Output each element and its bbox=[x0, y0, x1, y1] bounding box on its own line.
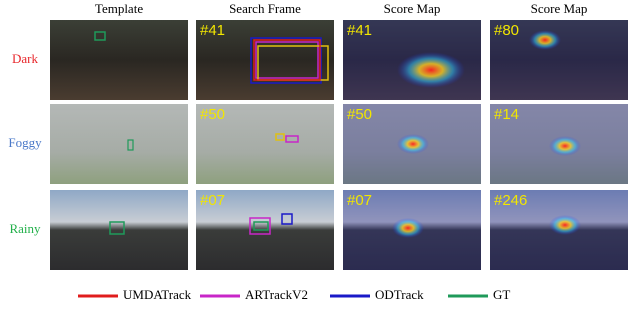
frame-number: #50 bbox=[200, 106, 225, 123]
row-label: Foggy bbox=[8, 135, 42, 150]
frame-number: #07 bbox=[347, 192, 372, 209]
frame-number: #80 bbox=[494, 22, 519, 39]
heatmap bbox=[397, 134, 429, 154]
frame-number: #41 bbox=[347, 22, 372, 39]
row-label: Dark bbox=[12, 51, 38, 66]
column-header: Score Map bbox=[531, 1, 588, 16]
image bbox=[50, 190, 188, 270]
row-label: Rainy bbox=[9, 221, 41, 236]
legend-label: ODTrack bbox=[375, 287, 424, 302]
legend-label: ARTrackV2 bbox=[245, 287, 308, 302]
frame-number: #246 bbox=[494, 192, 527, 209]
heatmap bbox=[392, 218, 424, 238]
heatmap bbox=[549, 136, 581, 156]
frame-number: #14 bbox=[494, 106, 519, 123]
frame-number: #07 bbox=[200, 192, 225, 209]
legend-label: GT bbox=[493, 287, 510, 302]
column-header: Search Frame bbox=[229, 1, 301, 16]
frame-number: #50 bbox=[347, 106, 372, 123]
column-header: Score Map bbox=[384, 1, 441, 16]
legend-label: UMDATrack bbox=[123, 287, 192, 302]
image bbox=[50, 104, 188, 184]
frame-number: #41 bbox=[200, 22, 225, 39]
heatmap bbox=[549, 215, 581, 235]
image bbox=[50, 20, 188, 100]
heatmap bbox=[397, 52, 465, 88]
figure: Template Search Frame Score Map Score Map Da… bbox=[0, 0, 632, 307]
heatmap bbox=[529, 30, 561, 50]
column-header: Template bbox=[95, 1, 143, 16]
